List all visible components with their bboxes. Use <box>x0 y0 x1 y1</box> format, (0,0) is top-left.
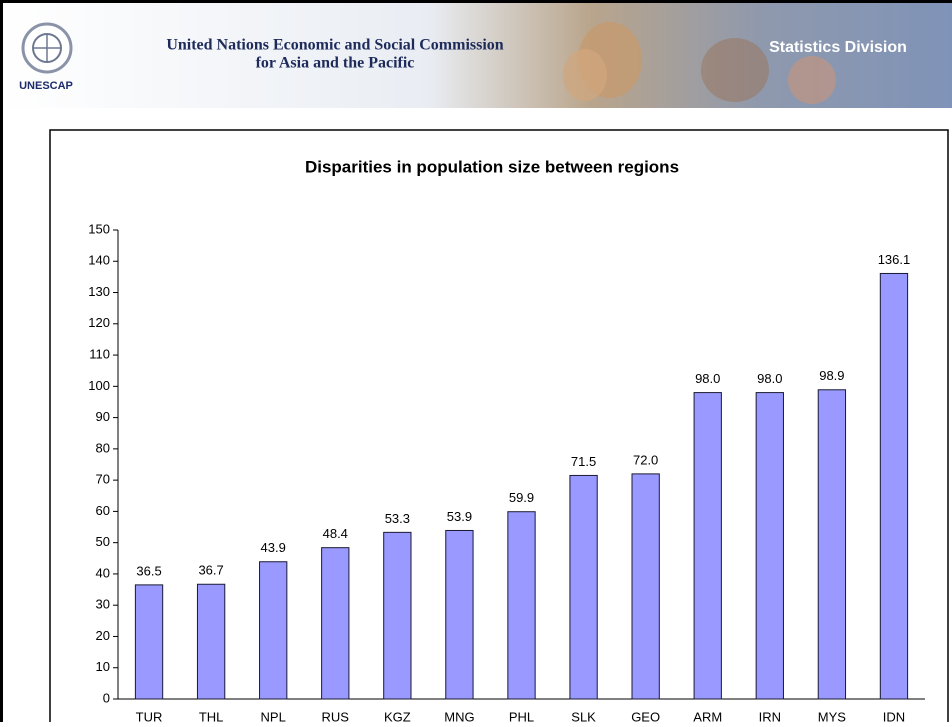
bar <box>694 393 721 699</box>
y-tick-label: 60 <box>96 503 110 518</box>
x-tick-label: ARM <box>693 709 722 722</box>
value-label: 48.4 <box>323 526 348 541</box>
x-tick-label: GEO <box>631 709 660 722</box>
value-label: 53.3 <box>385 511 410 526</box>
y-tick-label: 30 <box>96 597 110 612</box>
chart-title: Disparities in population size between r… <box>305 157 679 176</box>
value-label: 53.9 <box>447 509 472 524</box>
bar <box>880 273 907 699</box>
photo-face <box>701 38 769 102</box>
x-tick-label: RUS <box>322 709 350 722</box>
y-tick-label: 40 <box>96 565 110 580</box>
y-tick-label: 110 <box>89 347 110 362</box>
bar <box>632 474 659 699</box>
value-label: 72.0 <box>633 452 658 467</box>
logo-text: UNESCAP <box>19 80 73 92</box>
y-tick-label: 0 <box>103 690 110 705</box>
value-label: 43.9 <box>261 540 286 555</box>
bar <box>384 532 411 699</box>
value-label: 36.7 <box>198 563 223 578</box>
x-tick-label: THL <box>199 709 224 722</box>
bar <box>756 393 783 699</box>
bar <box>135 585 162 699</box>
division-name: Statistics Division <box>769 39 907 56</box>
page: {"header": {"org_line1": "United Nations… <box>0 0 952 722</box>
y-tick-label: 150 <box>88 221 110 236</box>
border <box>0 0 952 3</box>
value-label: 136.1 <box>878 252 911 267</box>
x-tick-label: KGZ <box>384 709 411 722</box>
y-tick-label: 90 <box>96 409 110 424</box>
value-label: 98.0 <box>757 371 782 386</box>
x-tick-label: PHL <box>509 709 534 722</box>
bar <box>570 475 597 699</box>
x-tick-label: TUR <box>136 709 163 722</box>
photo-face <box>788 56 836 104</box>
bar <box>322 548 349 699</box>
logo: UNESCAP <box>19 24 73 92</box>
slide: UNESCAP United Nations Economic and Soci… <box>0 0 952 722</box>
y-tick-label: 50 <box>96 534 110 549</box>
value-label: 98.0 <box>695 371 720 386</box>
border <box>0 0 3 722</box>
y-tick-label: 70 <box>96 472 110 487</box>
y-tick-label: 130 <box>88 284 110 299</box>
org-name: for Asia and the Pacific <box>256 55 415 72</box>
bar <box>260 562 287 699</box>
y-tick-label: 100 <box>88 378 110 393</box>
x-tick-label: SLK <box>571 709 596 722</box>
y-tick-label: 10 <box>96 659 110 674</box>
y-tick-label: 120 <box>88 315 110 330</box>
value-label: 59.9 <box>509 490 534 505</box>
y-tick-label: 140 <box>88 253 110 268</box>
org-name: United Nations Economic and Social Commi… <box>166 37 503 54</box>
y-tick-label: 20 <box>96 628 110 643</box>
photo-face <box>563 49 607 101</box>
chart-frame <box>50 130 948 722</box>
value-label: 71.5 <box>571 454 596 469</box>
value-label: 36.5 <box>136 563 161 578</box>
x-tick-label: MNG <box>444 709 474 722</box>
value-label: 98.9 <box>819 368 844 383</box>
bar <box>446 530 473 699</box>
bar <box>197 584 224 699</box>
y-tick-label: 80 <box>96 440 110 455</box>
bar <box>508 512 535 699</box>
x-tick-label: IRN <box>759 709 781 722</box>
x-tick-label: NPL <box>261 709 286 722</box>
bar <box>818 390 845 699</box>
x-tick-label: IDN <box>883 709 905 722</box>
x-tick-label: MYS <box>818 709 847 722</box>
